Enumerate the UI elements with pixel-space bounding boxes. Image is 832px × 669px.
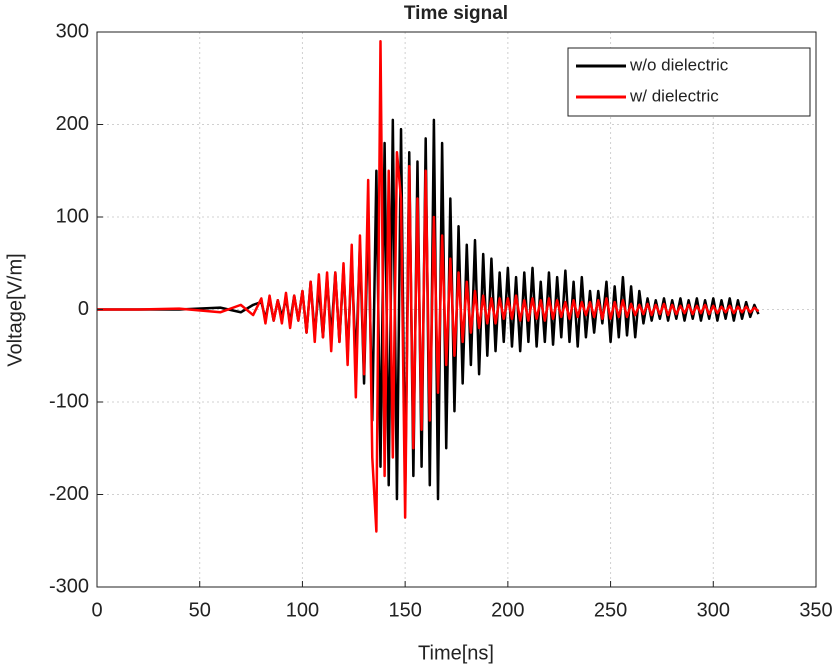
- legend-label: w/ dielectric: [629, 86, 719, 105]
- x-tick-label: 150: [388, 599, 421, 621]
- chart-title: Time signal: [404, 3, 508, 24]
- x-tick-label: 0: [91, 599, 102, 621]
- y-tick-label: 200: [56, 113, 89, 135]
- plot-area: [97, 40, 760, 533]
- x-axis-label: Time[ns]: [418, 642, 494, 664]
- y-tick-label: -100: [49, 390, 89, 412]
- y-tick-label: 100: [56, 205, 89, 227]
- x-tick-label: 250: [594, 599, 627, 621]
- y-tick-label: 0: [78, 298, 89, 320]
- legend: w/o dielectric w/ dielectric: [567, 47, 811, 117]
- x-tick-label: 50: [189, 599, 211, 621]
- legend-box: [567, 47, 811, 117]
- legend-label: w/o dielectric: [629, 55, 729, 74]
- x-tick-label: 350: [799, 599, 832, 621]
- y-tick-label: -200: [49, 483, 89, 505]
- y-tick-label: -300: [49, 575, 89, 597]
- y-tick-label: 300: [56, 20, 89, 42]
- x-tick-label: 300: [697, 599, 730, 621]
- series-line: [97, 40, 760, 533]
- x-tick-label: 100: [286, 599, 319, 621]
- y-axis-label: Voltage[V/m]: [4, 253, 26, 366]
- x-tick-label: 200: [491, 599, 524, 621]
